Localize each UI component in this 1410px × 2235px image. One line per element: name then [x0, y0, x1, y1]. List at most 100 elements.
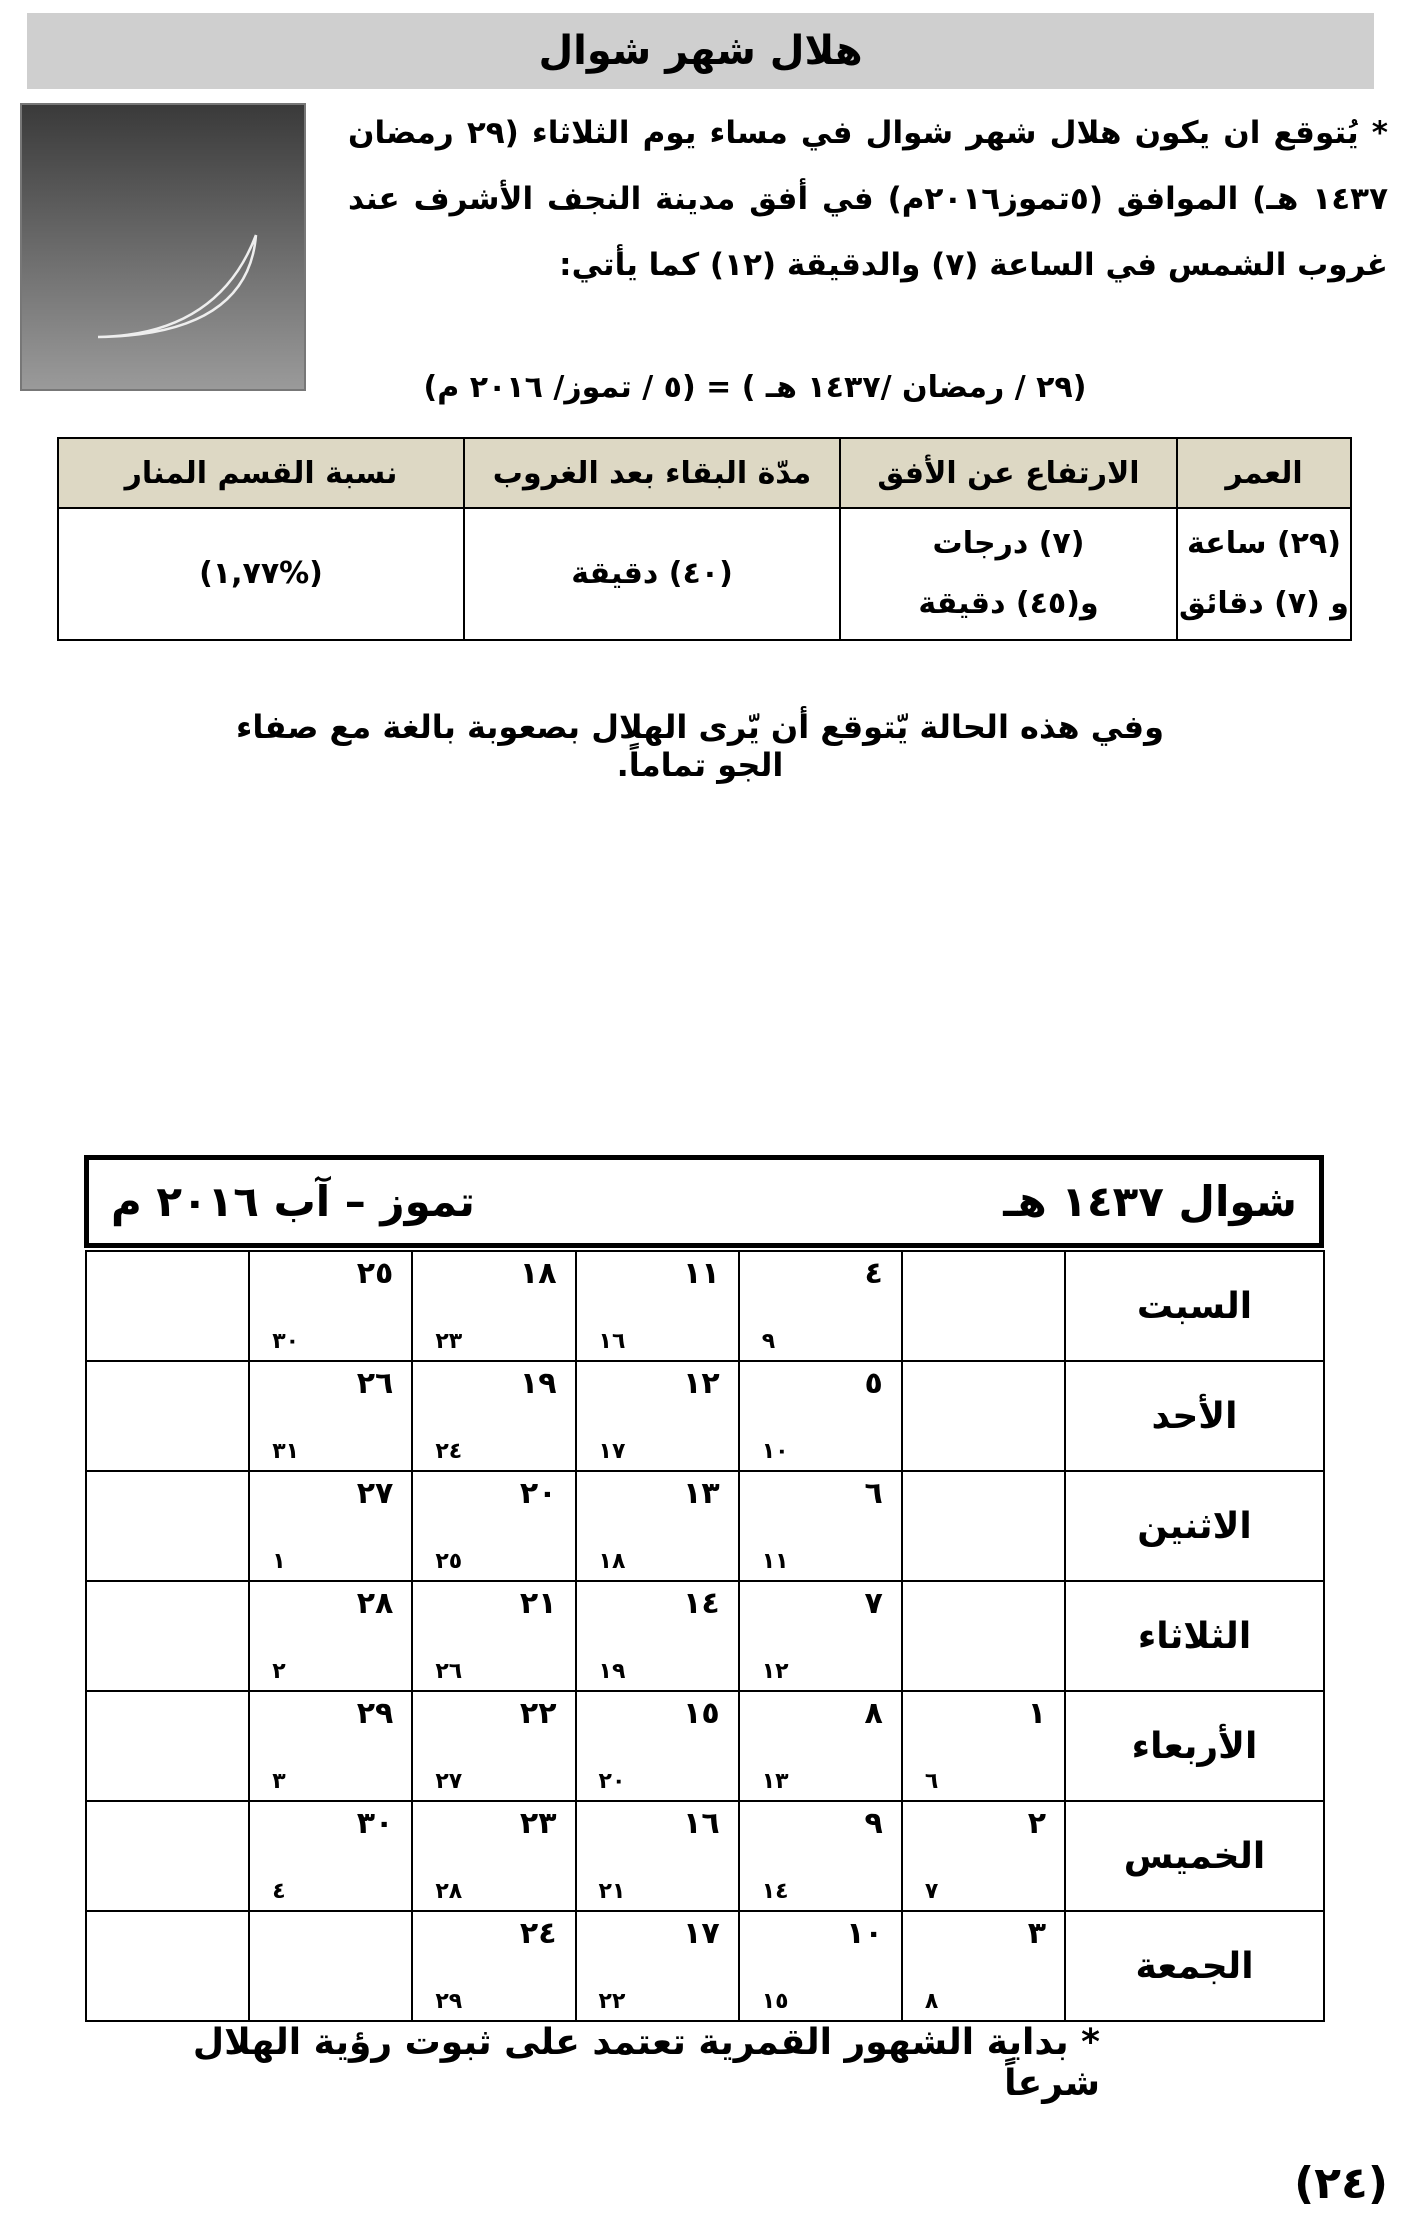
- gregorian-day: ٣٠: [272, 1329, 300, 1354]
- gregorian-day: ٤: [272, 1879, 286, 1904]
- gregorian-day: ٢٤: [435, 1439, 463, 1464]
- altitude-minutes: و(٤٥) دقيقة: [918, 586, 1099, 621]
- header-illumination: نسبة القسم المنار: [57, 437, 465, 509]
- gregorian-day: ١٦: [598, 1329, 626, 1354]
- hijri-day: ١٥: [683, 1696, 720, 1731]
- hijri-month: شوال ١٤٣٧ هـ: [1003, 1177, 1297, 1226]
- hijri-day: ١٩: [519, 1366, 557, 1401]
- gregorian-day: ١٢: [761, 1659, 789, 1684]
- day-name: الجمعة: [1064, 1910, 1325, 2022]
- day-name: الاثنين: [1064, 1470, 1325, 1582]
- calendar-cell: ٩ ١٤: [737, 1800, 903, 1912]
- gregorian-day: ١٩: [598, 1659, 626, 1684]
- gregorian-day: ٢١: [598, 1879, 626, 1904]
- calendar-cell: [84, 1690, 251, 1802]
- hijri-day: ٢: [1027, 1806, 1046, 1841]
- calendar-cell: ٢٢ ٢٧: [411, 1690, 577, 1802]
- calendar-cell: ١٩ ٢٤: [411, 1360, 577, 1472]
- hijri-day: ١٦: [683, 1806, 720, 1841]
- visibility-statement: وفي هذه الحالة يّتوقع أن يّرى الهلال بصع…: [236, 708, 1164, 784]
- gregorian-day: ١٠: [761, 1439, 789, 1464]
- gregorian-day: ٢٢: [598, 1989, 626, 2014]
- calendar-cell: ١٨ ٢٣: [411, 1250, 577, 1362]
- crescent-icon: [97, 234, 258, 339]
- calendar-cell: [900, 1470, 1067, 1582]
- calendar-cell: [84, 1580, 251, 1692]
- calendar-row: الأربعاء ١ ٦ ٨ ١٣ ١٥ ٢٠ ٢٢ ٢٧ ٢٩ ٣: [84, 1690, 1325, 1802]
- gregorian-day: ١٥: [761, 1989, 789, 2014]
- age-minutes: و (٧) دقائق: [1179, 586, 1349, 621]
- hijri-day: ٩: [864, 1806, 883, 1841]
- hijri-day: ٢٣: [519, 1806, 557, 1841]
- hijri-day: ٥: [864, 1366, 883, 1401]
- calendar-cell: ٣٠ ٤: [248, 1800, 414, 1912]
- calendar-cell: ٦ ١١: [737, 1470, 903, 1582]
- calendar-grid: السبت ٤ ٩ ١١ ١٦ ١٨ ٢٣ ٢٥ ٣٠ الأحد ٥ ١٠ ١٢ ١٧ ١٩ ٢٤ ٢٦ ٣١ ا…: [84, 1250, 1325, 2022]
- calendar-cell: ١٣ ١٨: [574, 1470, 740, 1582]
- hijri-day: ١٤: [683, 1586, 720, 1621]
- gregorian-day: ٢٦: [435, 1659, 463, 1684]
- hijri-day: ١٧: [683, 1916, 720, 1951]
- calendar-cell: ٢١ ٢٦: [411, 1580, 577, 1692]
- calendar-row: الخميس ٢ ٧ ٩ ١٤ ١٦ ٢١ ٢٣ ٢٨ ٣٠ ٤: [84, 1800, 1325, 1912]
- gregorian-day: ٦: [924, 1769, 939, 1794]
- calendar-row: الثلاثاء ٧ ١٢ ١٤ ١٩ ٢١ ٢٦ ٢٨ ٢: [84, 1580, 1325, 1692]
- gregorian-day: ١٤: [761, 1879, 789, 1904]
- header-altitude: الارتفاع عن الأفق: [839, 437, 1178, 509]
- gregorian-day: ٣: [272, 1769, 286, 1794]
- calendar-cell: ٢٥ ٣٠: [248, 1250, 414, 1362]
- gregorian-day: ١٨: [598, 1549, 626, 1574]
- hijri-day: ٨: [864, 1696, 883, 1731]
- age-value: (٢٩) ساعة و (٧) دقائق: [1176, 507, 1352, 641]
- calendar-cell: ١٢ ١٧: [574, 1360, 740, 1472]
- calendar-cell: ١٦ ٢١: [574, 1800, 740, 1912]
- calendar-row: الجمعة ٣ ٨ ١٠ ١٥ ١٧ ٢٢ ٢٤ ٢٩: [84, 1910, 1325, 2022]
- gregorian-day: ٢: [272, 1659, 286, 1684]
- calendar-cell: [84, 1360, 251, 1472]
- duration-value: (٤٠) دقيقة: [463, 507, 841, 641]
- gregorian-day: ٢٩: [435, 1989, 463, 2014]
- hijri-day: ١٣: [683, 1476, 720, 1511]
- day-name: السبت: [1064, 1250, 1325, 1362]
- gregorian-day: ١: [272, 1549, 286, 1574]
- header-duration: مدّة البقاء بعد الغروب: [463, 437, 841, 509]
- altitude-value: (٧) درجات و(٤٥) دقيقة: [839, 507, 1178, 641]
- calendar-cell: ٢٠ ٢٥: [411, 1470, 577, 1582]
- age-hours: (٢٩) ساعة: [1187, 526, 1341, 561]
- moon-info-table: العمر الارتفاع عن الأفق مدّة البقاء بعد …: [57, 437, 1352, 641]
- gregorian-day: ١١: [761, 1549, 789, 1574]
- gregorian-day: ٢٨: [435, 1879, 463, 1904]
- hijri-day: ١٠: [846, 1916, 883, 1951]
- hijri-day: ٣٠: [356, 1806, 394, 1841]
- calendar-cell: ٢٣ ٢٨: [411, 1800, 577, 1912]
- day-name: الأحد: [1064, 1360, 1325, 1472]
- calendar-cell: ٢٤ ٢٩: [411, 1910, 577, 2022]
- calendar-header: شوال ١٤٣٧ هـ تموز – آب ٢٠١٦ م: [84, 1155, 1324, 1248]
- intro-paragraph: * يُتوقع ان يكون هلال شهر شوال في مساء ي…: [348, 115, 1389, 283]
- calendar-cell: [84, 1910, 251, 2022]
- hijri-day: ٢١: [519, 1586, 557, 1621]
- hijri-day: ١١: [683, 1256, 720, 1291]
- gregorian-day: ٢٣: [435, 1329, 463, 1354]
- gregorian-day: ٢٧: [435, 1769, 463, 1794]
- day-name: الثلاثاء: [1064, 1580, 1325, 1692]
- gregorian-day: ١٧: [598, 1439, 626, 1464]
- altitude-degrees: (٧) درجات: [932, 526, 1085, 561]
- hijri-day: ١٨: [519, 1256, 557, 1291]
- hijri-day: ٢٥: [356, 1256, 394, 1291]
- calendar-row: السبت ٤ ٩ ١١ ١٦ ١٨ ٢٣ ٢٥ ٣٠: [84, 1250, 1325, 1362]
- calendar-cell: ٢٨ ٢: [248, 1580, 414, 1692]
- calendar-cell: ١٤ ١٩: [574, 1580, 740, 1692]
- gregorian-day: ٧: [924, 1879, 939, 1904]
- hijri-day: ٢٧: [356, 1476, 394, 1511]
- header-age: العمر: [1176, 437, 1352, 509]
- hijri-day: ١: [1027, 1696, 1046, 1731]
- hijri-day: ٣: [1027, 1916, 1046, 1951]
- page-number: (٢٤): [1294, 2158, 1388, 2209]
- day-name: الأربعاء: [1064, 1690, 1325, 1802]
- hijri-day: ٢٤: [519, 1916, 557, 1951]
- calendar-cell: ٢٩ ٣: [248, 1690, 414, 1802]
